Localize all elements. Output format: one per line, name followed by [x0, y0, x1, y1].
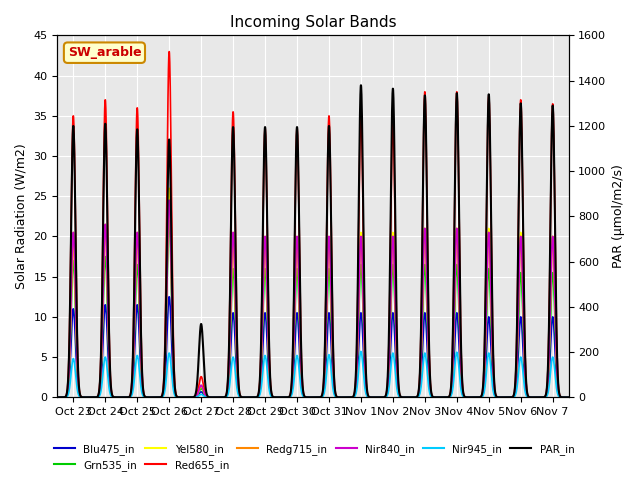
Red655_in [487, 193, 495, 199]
Nir945_in [456, 379, 464, 385]
PAR_in [487, 192, 495, 197]
Yel580_in [54, 395, 61, 400]
Grn535_in [165, 217, 173, 223]
Text: SW_arable: SW_arable [68, 46, 141, 59]
PAR_in [379, 395, 387, 400]
Nir945_in [181, 395, 189, 400]
Grn535_in [456, 349, 464, 355]
Yel580_in [487, 281, 495, 287]
Nir840_in [54, 395, 61, 400]
Blu475_in [559, 395, 567, 400]
Yel580_in [424, 311, 431, 316]
PAR_in [181, 395, 189, 400]
Red655_in [564, 395, 572, 400]
PAR_in [54, 395, 61, 400]
Grn535_in [158, 393, 166, 399]
Nir840_in [487, 284, 495, 290]
PAR_in [158, 393, 166, 398]
Yel580_in [181, 395, 189, 400]
Nir840_in [564, 395, 572, 400]
Y-axis label: PAR (μmol/m2/s): PAR (μmol/m2/s) [612, 164, 625, 268]
Nir840_in [181, 395, 189, 400]
Blu475_in [379, 395, 387, 400]
Grn535_in [379, 395, 387, 400]
Blu475_in [424, 352, 431, 358]
Y-axis label: Solar Radiation (W/m2): Solar Radiation (W/m2) [15, 144, 28, 289]
Red655_in [165, 49, 173, 55]
Redg715_in [456, 337, 464, 343]
Nir840_in [559, 395, 567, 400]
Nir840_in [424, 311, 431, 316]
Nir840_in [158, 393, 166, 399]
Redg715_in [487, 284, 495, 290]
PAR_in [456, 291, 464, 297]
Red655_in [456, 291, 464, 297]
Blu475_in [181, 395, 189, 400]
Blu475_in [564, 395, 572, 400]
Nir945_in [379, 395, 387, 400]
Line: Grn535_in: Grn535_in [58, 220, 568, 397]
Nir840_in [379, 395, 387, 400]
Red655_in [559, 395, 567, 400]
Legend: Blu475_in, Grn535_in, Yel580_in, Red655_in, Redg715_in, Nir840_in, Nir945_in, PA: Blu475_in, Grn535_in, Yel580_in, Red655_… [50, 439, 579, 475]
Redg715_in [564, 395, 572, 400]
Line: Nir840_in: Nir840_in [58, 200, 568, 397]
Blu475_in [165, 294, 173, 300]
Redg715_in [379, 395, 387, 400]
Nir945_in [357, 348, 365, 354]
Redg715_in [165, 197, 173, 203]
Line: PAR_in: PAR_in [58, 85, 568, 397]
Line: Yel580_in: Yel580_in [58, 188, 568, 397]
Line: Nir945_in: Nir945_in [58, 351, 568, 397]
Red655_in [54, 395, 61, 400]
Yel580_in [158, 393, 166, 399]
Redg715_in [559, 395, 567, 400]
Blu475_in [456, 366, 464, 372]
Redg715_in [158, 393, 166, 399]
Nir945_in [54, 395, 61, 400]
Title: Incoming Solar Bands: Incoming Solar Bands [230, 15, 396, 30]
PAR_in [564, 395, 572, 400]
Yel580_in [456, 337, 464, 343]
Nir945_in [424, 372, 431, 378]
Red655_in [424, 243, 431, 249]
PAR_in [357, 83, 365, 88]
Blu475_in [158, 394, 166, 399]
Nir945_in [487, 365, 495, 371]
Grn535_in [487, 308, 495, 314]
Redg715_in [54, 395, 61, 400]
Red655_in [379, 395, 387, 400]
Nir945_in [559, 395, 567, 400]
Nir945_in [158, 394, 166, 400]
Redg715_in [181, 395, 189, 400]
Redg715_in [424, 311, 431, 316]
PAR_in [559, 395, 567, 400]
Blu475_in [54, 395, 61, 400]
Grn535_in [424, 329, 431, 335]
Blu475_in [487, 341, 495, 347]
Red655_in [181, 395, 189, 400]
Red655_in [158, 392, 166, 398]
Nir840_in [456, 337, 464, 343]
Yel580_in [379, 395, 387, 400]
Line: Blu475_in: Blu475_in [58, 297, 568, 397]
Yel580_in [559, 395, 567, 400]
Grn535_in [564, 395, 572, 400]
Grn535_in [181, 395, 189, 400]
Yel580_in [165, 185, 173, 191]
Grn535_in [559, 395, 567, 400]
Line: Redg715_in: Redg715_in [58, 200, 568, 397]
Nir840_in [165, 197, 173, 203]
Nir945_in [564, 395, 572, 400]
PAR_in [424, 245, 431, 251]
Line: Red655_in: Red655_in [58, 52, 568, 397]
Yel580_in [564, 395, 572, 400]
Grn535_in [54, 395, 61, 400]
